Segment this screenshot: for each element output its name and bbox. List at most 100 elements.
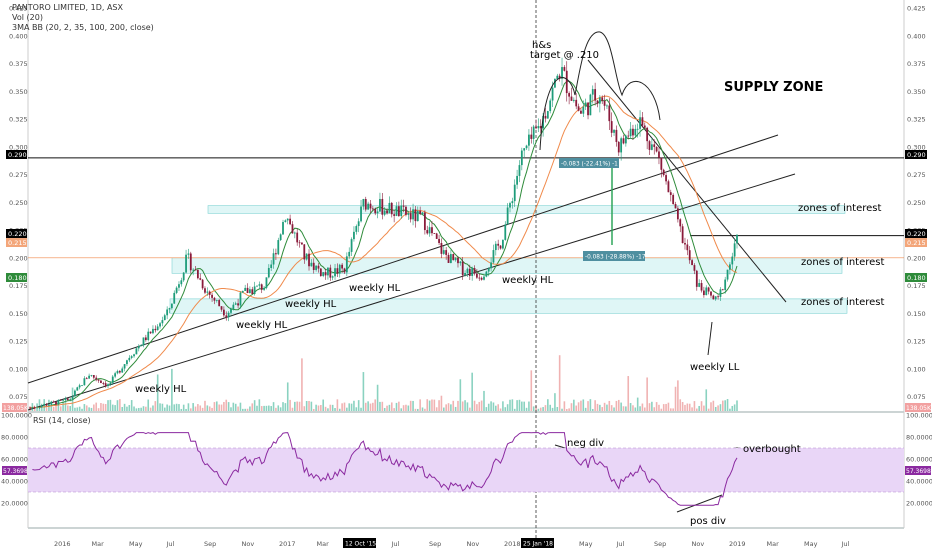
candle-body [608,105,611,122]
candle-body [154,328,157,331]
candle-body [62,399,65,401]
volume-bar [253,400,256,411]
measure-text-2: -0.083 (-28.88%) -17 [585,255,646,261]
volume-bar [268,405,270,411]
rsi-legend: RSI (14, close) [33,416,91,425]
volume-bar [348,403,351,411]
ma-fast-line [29,80,738,409]
volume-bar [55,402,57,411]
moving-averages-layer [29,80,738,409]
x-tick-label: Nov [467,540,480,548]
date-badge-jan18 [521,538,554,548]
volume-bar [509,399,511,411]
volume-bar [242,408,244,411]
candle-body [440,242,443,254]
y-tick-left: 0.200 [9,254,28,262]
candle-body [591,89,594,95]
volume-bar [549,404,552,411]
volume-bar [199,405,202,411]
candle-body [546,111,549,119]
candle-body [114,373,117,377]
volume-bar [471,372,473,411]
candle-body [736,234,738,244]
volume-bar [674,386,677,411]
volume-bar [296,401,298,411]
volume-bar [698,405,700,411]
candle-body [471,268,474,276]
volume-bar [450,404,452,411]
candle-body [336,268,339,274]
volume-bar [722,400,724,411]
candle-body [322,272,325,276]
volume-bar [535,405,537,411]
candle-body [279,234,282,241]
left-badge-0180 [6,273,27,282]
volume-bar [187,403,190,411]
candle-body [85,378,88,380]
candle-body [549,100,552,112]
volume-bar [343,402,346,411]
x-tick-label: Jul [391,540,400,548]
volume-bar [130,400,133,411]
candle-body [660,157,663,170]
candle-body [33,407,36,408]
x-tick-label: Jul [166,540,175,548]
volume-bar [561,408,563,411]
candle-body [662,169,665,176]
candle-body [445,250,448,255]
volume-bar [575,405,578,411]
candle-body [36,407,38,409]
candle-body [237,303,239,306]
candle-body [733,243,736,257]
volume-bar [393,408,395,411]
right-badge-0180 [905,273,927,282]
volume-bar [315,404,317,411]
candle-body [483,276,485,280]
volume-bar [677,380,679,411]
candle-body [523,148,526,151]
candle-body [449,254,452,263]
candle-body [606,105,608,107]
candle-body [686,244,689,251]
candle-body [674,204,677,209]
volume-bar [662,404,665,411]
candle-body [204,288,206,293]
volume-bar [260,406,263,411]
x-tick-label: May [579,540,593,548]
y-tick-left: 0.350 [9,88,28,96]
rsi-tick-right: 80.0000 [906,434,932,442]
volume-bar [123,403,126,411]
volume-bar [346,407,348,411]
y-tick-right: 0.300 [907,143,926,151]
candle-body [412,209,414,220]
y-tick-left: 0.300 [9,143,28,151]
candle-body [710,291,712,296]
head-and-shoulders-curve [539,31,661,151]
candle-body [104,383,107,387]
candle-body [658,151,660,158]
candle-body [213,297,216,301]
volume-bar [710,402,712,411]
candle-body [499,245,502,249]
candle-body [376,211,379,214]
candle-body [648,141,651,150]
volume-bar [513,408,516,411]
y-tick-right: 0.125 [907,338,926,346]
x-tick-label: May [129,540,143,548]
rsi-tick-left: 80.0000 [1,434,28,442]
candle-body [118,371,121,373]
candle-body [691,260,693,266]
candle-body [468,268,471,276]
candle-body [558,75,561,79]
candle-body [348,251,351,257]
volume-bar [554,393,556,411]
y-tick-left: 0.325 [9,116,28,124]
volume-bar [641,403,644,411]
volume-bar [386,405,388,411]
candle-body [702,290,705,296]
volume-bar [530,370,533,411]
volume-bar [270,406,272,411]
hs-label: h&s [532,40,551,51]
y-tick-left: 0.425 [9,5,28,13]
